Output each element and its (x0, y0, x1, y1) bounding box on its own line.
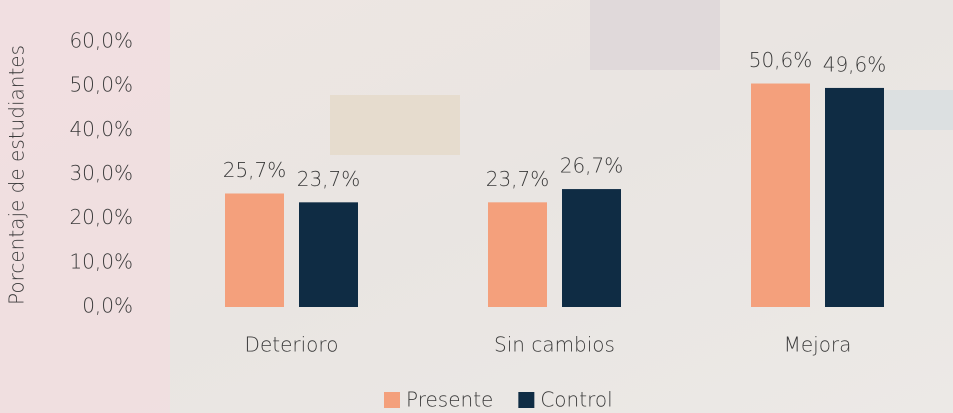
x-tick-label: Sin cambios (494, 333, 615, 357)
legend-label: Presente (406, 388, 493, 412)
bar (225, 193, 284, 307)
bar (751, 83, 810, 308)
legend-swatch (518, 392, 535, 408)
y-tick-label: 40,0% (69, 117, 133, 141)
y-tick-label: 10,0% (69, 249, 133, 273)
background-shape (880, 90, 953, 130)
bar (825, 87, 884, 307)
y-tick-label: 20,0% (69, 205, 133, 229)
background-shape (0, 0, 170, 413)
x-tick-label: Mejora (784, 333, 852, 357)
value-label: 50,6% (749, 48, 813, 72)
y-tick-label: 50,0% (69, 73, 133, 97)
value-label: 23,7% (486, 167, 550, 191)
x-tick-label: Deterioro (245, 333, 339, 357)
legend-label: Control (540, 388, 612, 412)
value-label: 23,7% (297, 167, 361, 191)
value-label: 25,7% (223, 158, 287, 182)
y-tick-label: 30,0% (69, 161, 133, 185)
bar (488, 202, 547, 307)
background-shape (590, 0, 720, 70)
y-tick-label: 60,0% (69, 29, 133, 53)
value-label: 26,7% (560, 154, 624, 178)
y-axis-title: Porcentaje de estudiantes (5, 45, 29, 305)
bar (562, 189, 621, 307)
y-tick-label: 0,0% (82, 294, 133, 318)
bar (299, 202, 358, 307)
value-label: 49,6% (823, 52, 887, 76)
background-shape (330, 95, 460, 155)
legend-swatch (384, 392, 400, 408)
